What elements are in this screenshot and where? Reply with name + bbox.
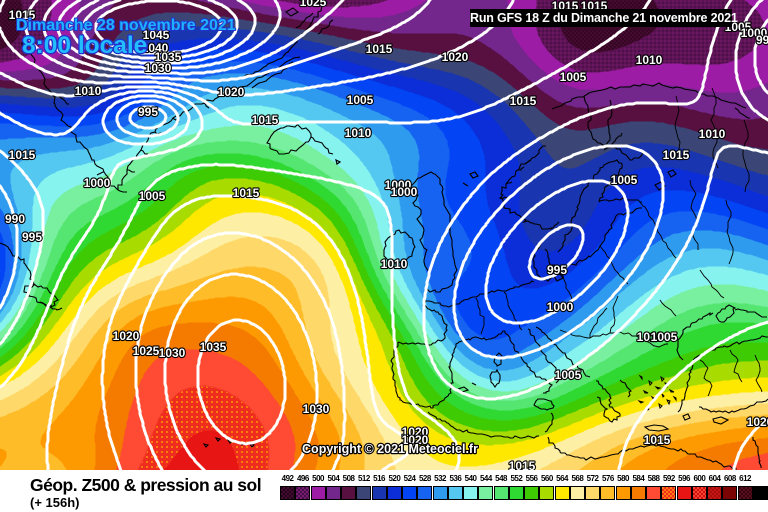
- svg-text:1000: 1000: [385, 178, 412, 192]
- svg-text:1010: 1010: [637, 330, 664, 344]
- svg-text:Dimanche 28 novembre 2021: Dimanche 28 novembre 2021: [16, 17, 236, 34]
- svg-text:1020: 1020: [747, 415, 768, 429]
- svg-text:1000: 1000: [84, 176, 111, 190]
- svg-text:1015: 1015: [510, 94, 537, 108]
- svg-text:995: 995: [138, 105, 158, 119]
- svg-text:1015: 1015: [252, 113, 279, 127]
- svg-text:1020: 1020: [402, 425, 429, 439]
- svg-text:1010: 1010: [345, 126, 372, 140]
- svg-text:1040: 1040: [142, 41, 169, 55]
- svg-text:990: 990: [5, 212, 25, 226]
- svg-text:1045: 1045: [143, 28, 170, 42]
- svg-text:1000: 1000: [547, 300, 574, 314]
- svg-text:1035: 1035: [200, 340, 227, 354]
- svg-text:1000: 1000: [391, 185, 418, 199]
- svg-text:1020: 1020: [402, 433, 429, 447]
- svg-text:1000: 1000: [741, 26, 768, 40]
- svg-text:1010: 1010: [636, 53, 663, 67]
- svg-text:995: 995: [756, 33, 768, 47]
- svg-text:1005: 1005: [611, 173, 638, 187]
- svg-text:1020: 1020: [218, 85, 245, 99]
- svg-text:1020: 1020: [113, 329, 140, 343]
- svg-text:1005: 1005: [560, 70, 587, 84]
- svg-text:1025: 1025: [300, 0, 327, 9]
- svg-text:1035: 1035: [155, 50, 182, 64]
- svg-text:1005: 1005: [555, 368, 582, 382]
- svg-text:1030: 1030: [145, 61, 172, 75]
- svg-text:995: 995: [547, 263, 567, 277]
- svg-text:995: 995: [22, 230, 42, 244]
- svg-text:1015: 1015: [366, 42, 393, 56]
- svg-text:1015: 1015: [663, 148, 690, 162]
- svg-text:Copyright © 2021 Meteociel.fr: Copyright © 2021 Meteociel.fr: [302, 442, 478, 456]
- svg-text:1015: 1015: [233, 186, 260, 200]
- svg-text:1005: 1005: [651, 330, 678, 344]
- svg-text:1010: 1010: [381, 257, 408, 271]
- svg-text:1015: 1015: [644, 433, 671, 447]
- svg-text:1025: 1025: [133, 344, 160, 358]
- svg-text:1015: 1015: [9, 8, 36, 22]
- svg-text:1030: 1030: [303, 402, 330, 416]
- svg-text:1015: 1015: [9, 148, 36, 162]
- svg-text:1010: 1010: [75, 84, 102, 98]
- svg-text:1005: 1005: [139, 189, 166, 203]
- svg-text:1005: 1005: [347, 93, 374, 107]
- svg-text:1010: 1010: [699, 127, 726, 141]
- svg-text:8:00 locale: 8:00 locale: [22, 32, 147, 59]
- svg-text:1030: 1030: [159, 346, 186, 360]
- svg-text:1020: 1020: [442, 50, 469, 64]
